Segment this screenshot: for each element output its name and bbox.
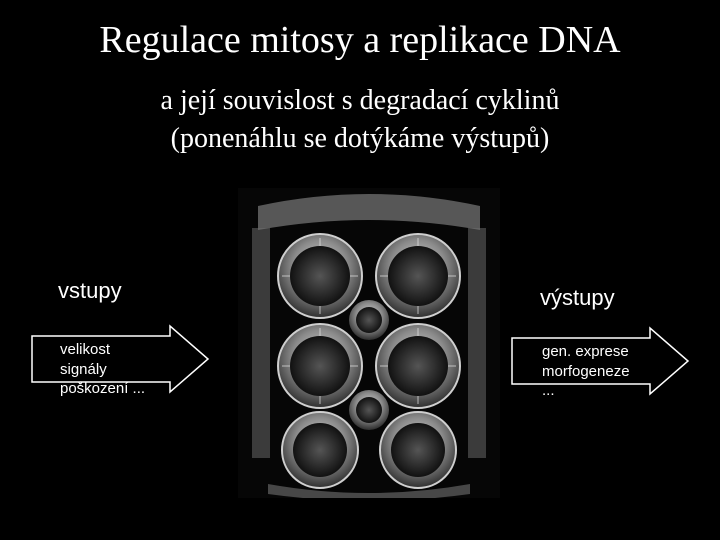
center-mechanism-image	[238, 188, 500, 498]
inputs-item: poškození ...	[60, 379, 145, 399]
outputs-item: ...	[542, 381, 630, 401]
page-title: Regulace mitosy a replikace DNA	[0, 18, 720, 62]
outputs-item: morfogeneze	[542, 362, 630, 382]
outputs-label: výstupy	[540, 285, 615, 311]
inputs-list: velikost signály poškození ...	[60, 340, 145, 399]
subtitle-line1: a její souvislost s degradací cyklinů	[161, 85, 560, 116]
subtitle: a její souvislost s degradací cyklinů (p…	[0, 82, 720, 158]
inputs-label: vstupy	[58, 278, 122, 304]
inputs-item: velikost	[60, 340, 145, 360]
inputs-item: signály	[60, 360, 145, 380]
outputs-list: gen. exprese morfogeneze ...	[542, 342, 630, 401]
subtitle-line2: (ponenáhlu se dotýkáme výstupů)	[171, 123, 550, 154]
outputs-item: gen. exprese	[542, 342, 630, 362]
